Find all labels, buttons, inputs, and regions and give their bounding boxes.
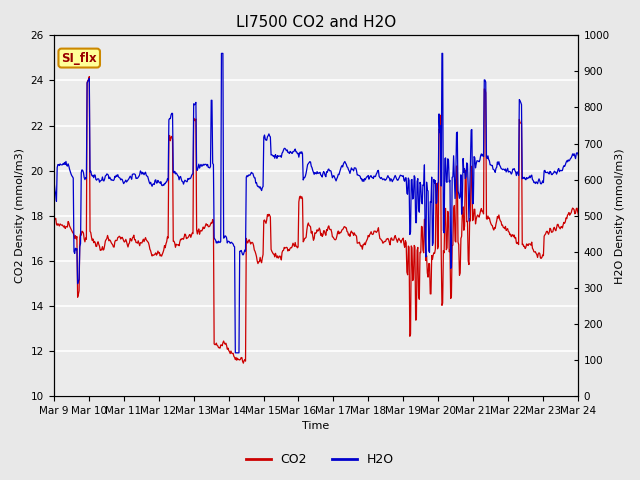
X-axis label: Time: Time: [302, 421, 330, 432]
Text: SI_flx: SI_flx: [61, 51, 97, 65]
Y-axis label: H2O Density (mmol/m3): H2O Density (mmol/m3): [615, 148, 625, 284]
Legend: CO2, H2O: CO2, H2O: [241, 448, 399, 471]
Title: LI7500 CO2 and H2O: LI7500 CO2 and H2O: [236, 15, 396, 30]
Y-axis label: CO2 Density (mmol/m3): CO2 Density (mmol/m3): [15, 148, 25, 283]
